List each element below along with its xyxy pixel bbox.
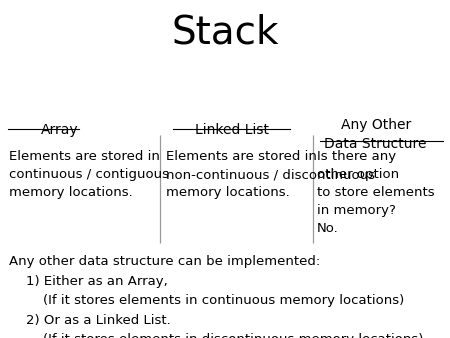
Text: Array: Array bbox=[40, 123, 78, 137]
Text: Stack: Stack bbox=[171, 14, 279, 51]
Text: Any Other
Data Structure: Any Other Data Structure bbox=[324, 118, 427, 151]
Text: Elements are stored in
continuous / contiguous
memory locations.: Elements are stored in continuous / cont… bbox=[9, 150, 169, 199]
Text: Any other data structure can be implemented:
    1) Either as an Array,
        : Any other data structure can be implemen… bbox=[9, 255, 423, 338]
Text: Is there any
other option
to store elements
in memory?
No.: Is there any other option to store eleme… bbox=[317, 150, 435, 235]
Text: Linked List: Linked List bbox=[195, 123, 269, 137]
Text: Elements are stored in
non-continuous / discontinuous
memory locations.: Elements are stored in non-continuous / … bbox=[166, 150, 375, 199]
